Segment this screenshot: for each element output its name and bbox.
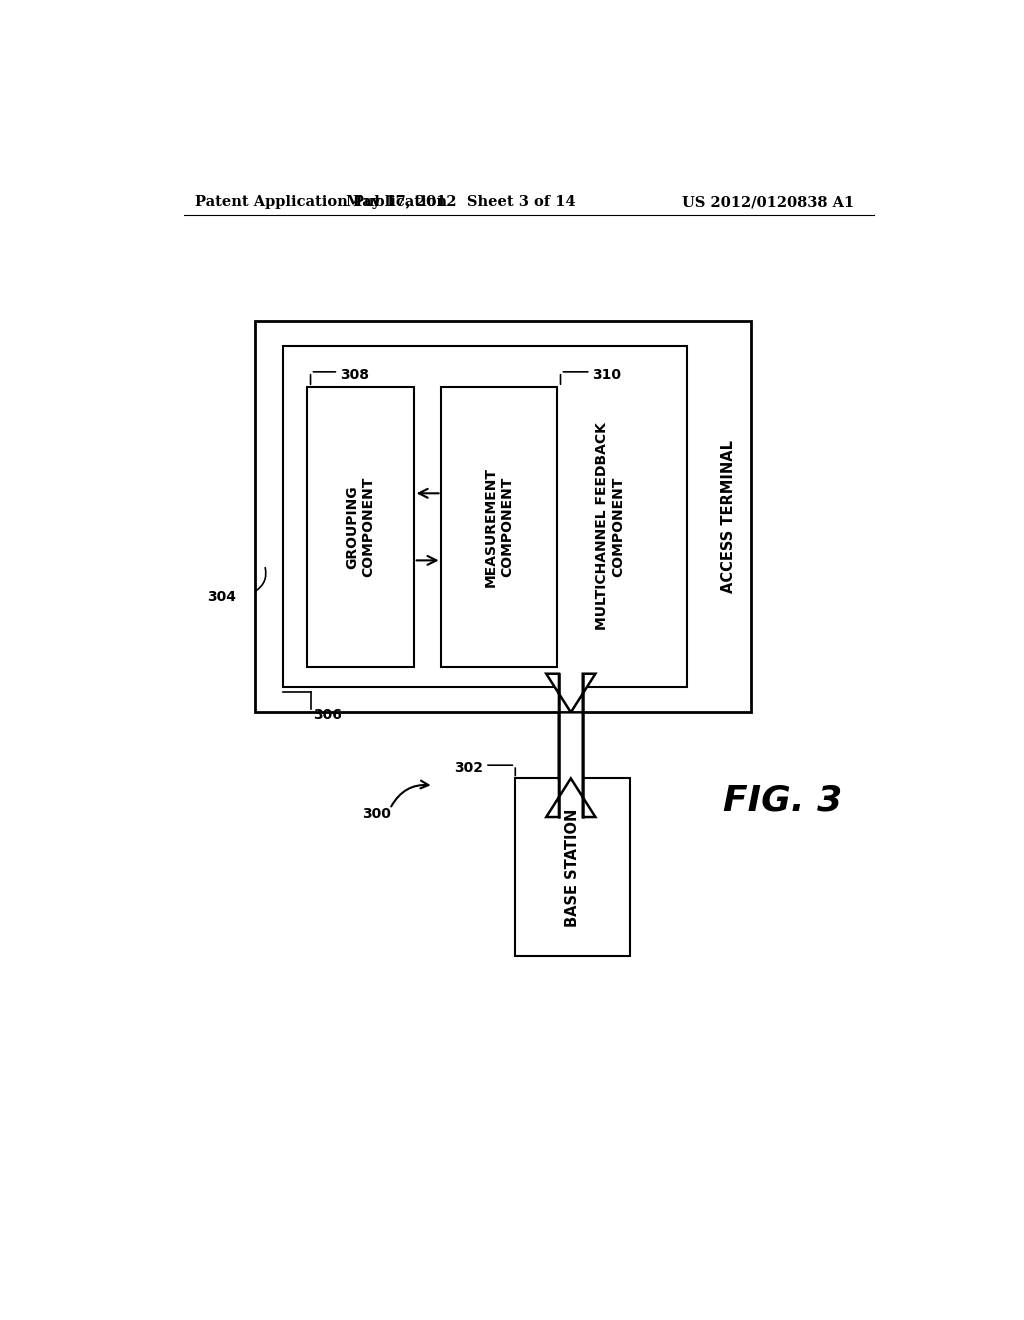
Text: MULTICHANNEL FEEDBACK
COMPONENT: MULTICHANNEL FEEDBACK COMPONENT xyxy=(595,422,626,630)
FancyBboxPatch shape xyxy=(283,346,687,686)
Text: 308: 308 xyxy=(340,368,369,381)
Text: 306: 306 xyxy=(313,709,342,722)
Text: Patent Application Publication: Patent Application Publication xyxy=(196,195,447,209)
FancyBboxPatch shape xyxy=(441,387,557,667)
Text: MEASUREMENT
COMPONENT: MEASUREMENT COMPONENT xyxy=(484,467,514,587)
Text: FIG. 3: FIG. 3 xyxy=(723,784,843,818)
Text: May 17, 2012  Sheet 3 of 14: May 17, 2012 Sheet 3 of 14 xyxy=(346,195,577,209)
FancyBboxPatch shape xyxy=(255,321,751,713)
Text: GROUPING
COMPONENT: GROUPING COMPONENT xyxy=(345,477,375,577)
Text: BASE STATION: BASE STATION xyxy=(565,808,581,927)
Polygon shape xyxy=(546,713,595,817)
FancyBboxPatch shape xyxy=(306,387,414,667)
Polygon shape xyxy=(559,673,583,817)
Polygon shape xyxy=(546,673,595,779)
Text: 310: 310 xyxy=(592,368,622,381)
Text: 300: 300 xyxy=(362,807,391,821)
FancyBboxPatch shape xyxy=(515,779,631,956)
Text: US 2012/0120838 A1: US 2012/0120838 A1 xyxy=(682,195,854,209)
Text: 302: 302 xyxy=(455,762,483,775)
Text: ACCESS TERMINAL: ACCESS TERMINAL xyxy=(721,440,736,593)
Text: 304: 304 xyxy=(207,590,237,605)
